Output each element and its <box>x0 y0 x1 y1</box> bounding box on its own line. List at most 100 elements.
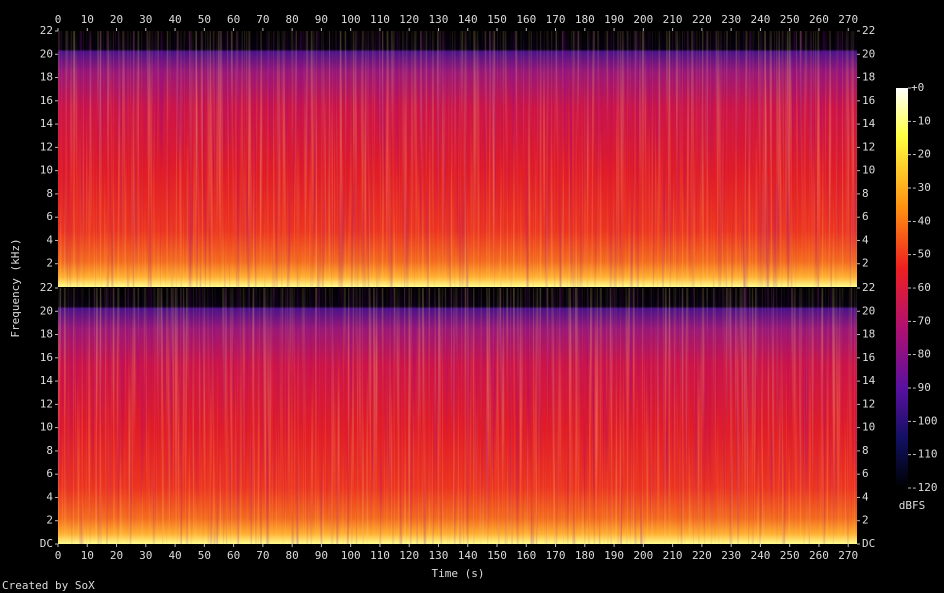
y-tick-label: DC <box>862 537 875 550</box>
colorbar-tick-label: -40 <box>911 214 931 227</box>
x-tick-label: 50 <box>198 13 211 26</box>
y-tick-label: 20 <box>862 47 875 60</box>
x-tick-label: 130 <box>429 13 449 26</box>
x-tick-label: 210 <box>663 13 683 26</box>
x-tick-label: 220 <box>692 13 712 26</box>
y-tick-label: 12 <box>40 397 53 410</box>
x-tick-label: 0 <box>55 13 62 26</box>
x-tick-label: 250 <box>780 549 800 562</box>
y-tick-label: 10 <box>862 164 875 177</box>
y-axis-label: Frequency (kHz) <box>9 238 22 337</box>
y-tick-label: 20 <box>40 47 53 60</box>
colorbar-tick-label: -80 <box>911 348 931 361</box>
x-tick-label: 270 <box>838 13 858 26</box>
x-tick-label: 230 <box>721 549 741 562</box>
y-tick-label: 2 <box>862 514 869 527</box>
x-tick-label: 110 <box>370 13 390 26</box>
x-tick-label: 160 <box>516 549 536 562</box>
x-tick-label: 190 <box>604 549 624 562</box>
y-tick-label: 14 <box>40 117 54 130</box>
spectrogram-dark-streaks <box>58 31 857 287</box>
x-tick-label: 240 <box>750 549 770 562</box>
x-tick-label: 100 <box>341 549 361 562</box>
y-tick-label: 20 <box>862 304 875 317</box>
x-tick-label: 250 <box>780 13 800 26</box>
y-tick-label: 4 <box>46 490 53 503</box>
colorbar-label: dBFS <box>899 499 926 512</box>
x-tick-label: 200 <box>633 13 653 26</box>
x-tick-label: 230 <box>721 13 741 26</box>
y-tick-label: 18 <box>862 328 875 341</box>
x-axis-label: Time (s) <box>432 567 485 580</box>
y-tick-label: 2 <box>46 257 53 270</box>
x-tick-label: 150 <box>487 549 507 562</box>
y-tick-label: 14 <box>862 374 876 387</box>
x-tick-label: 20 <box>110 549 123 562</box>
colorbar-tick-label: -30 <box>911 181 931 194</box>
x-tick-label: 70 <box>256 13 269 26</box>
y-tick-label: 6 <box>46 210 53 223</box>
colorbar-tick-label: -70 <box>911 314 931 327</box>
y-tick-label: 18 <box>40 328 53 341</box>
colorbar <box>896 88 908 488</box>
colorbar-tick-label: -10 <box>911 114 931 127</box>
x-tick-label: 90 <box>315 549 328 562</box>
y-tick-label: 2 <box>46 514 53 527</box>
x-tick-label: 260 <box>809 13 829 26</box>
y-tick-label: 22 <box>862 281 875 294</box>
y-tick-label: 16 <box>40 94 53 107</box>
x-tick-label: 210 <box>663 549 683 562</box>
y-tick-label: 18 <box>862 71 875 84</box>
y-tick-label: 10 <box>862 421 875 434</box>
y-tick-label: 14 <box>862 117 876 130</box>
x-tick-label: 80 <box>286 13 299 26</box>
y-tick-label: 8 <box>862 444 869 457</box>
x-tick-label: 10 <box>81 13 94 26</box>
x-tick-label: 180 <box>575 549 595 562</box>
x-tick-label: 190 <box>604 13 624 26</box>
spectrogram-dark-streaks <box>58 288 857 544</box>
x-tick-label: 50 <box>198 549 211 562</box>
footer: Created by SoX <box>2 579 95 592</box>
x-tick-label: 30 <box>139 13 152 26</box>
y-tick-label: 20 <box>40 304 53 317</box>
colorbar-tick-label: -60 <box>911 281 931 294</box>
x-tick-label: 60 <box>227 549 240 562</box>
y-tick-label: 22 <box>862 24 875 37</box>
x-tick-label: 20 <box>110 13 123 26</box>
x-tick-label: 160 <box>516 13 536 26</box>
x-tick-label: 90 <box>315 13 328 26</box>
x-tick-label: 30 <box>139 549 152 562</box>
y-tick-label: 14 <box>40 374 54 387</box>
x-tick-label: 130 <box>429 549 449 562</box>
y-tick-label: 16 <box>862 94 875 107</box>
y-tick-label: 4 <box>862 233 869 246</box>
y-tick-label: 4 <box>46 233 53 246</box>
x-tick-label: 150 <box>487 13 507 26</box>
x-tick-label: 110 <box>370 549 390 562</box>
colorbar-tick-label: -50 <box>911 248 931 261</box>
y-tick-label: 6 <box>862 467 869 480</box>
x-tick-label: 140 <box>458 549 478 562</box>
x-tick-label: 220 <box>692 549 712 562</box>
y-tick-label: 8 <box>46 187 53 200</box>
colorbar-tick-label: +0 <box>911 81 924 94</box>
x-tick-label: 70 <box>256 549 269 562</box>
x-tick-label: 40 <box>168 13 181 26</box>
colorbar-tick-label: -100 <box>911 414 938 427</box>
y-tick-label: 8 <box>862 187 869 200</box>
x-tick-label: 260 <box>809 549 829 562</box>
y-tick-label: DC <box>40 537 53 550</box>
y-tick-label: 10 <box>40 421 53 434</box>
x-tick-label: 200 <box>633 549 653 562</box>
x-tick-label: 40 <box>168 549 181 562</box>
y-tick-label: 6 <box>46 467 53 480</box>
x-tick-label: 170 <box>546 549 566 562</box>
x-tick-label: 270 <box>838 549 858 562</box>
y-tick-label: 12 <box>40 140 53 153</box>
y-tick-label: 8 <box>46 444 53 457</box>
colorbar-tick-label: -20 <box>911 148 931 161</box>
y-tick-label: 16 <box>862 351 875 364</box>
x-tick-label: 100 <box>341 13 361 26</box>
y-tick-label: 16 <box>40 351 53 364</box>
